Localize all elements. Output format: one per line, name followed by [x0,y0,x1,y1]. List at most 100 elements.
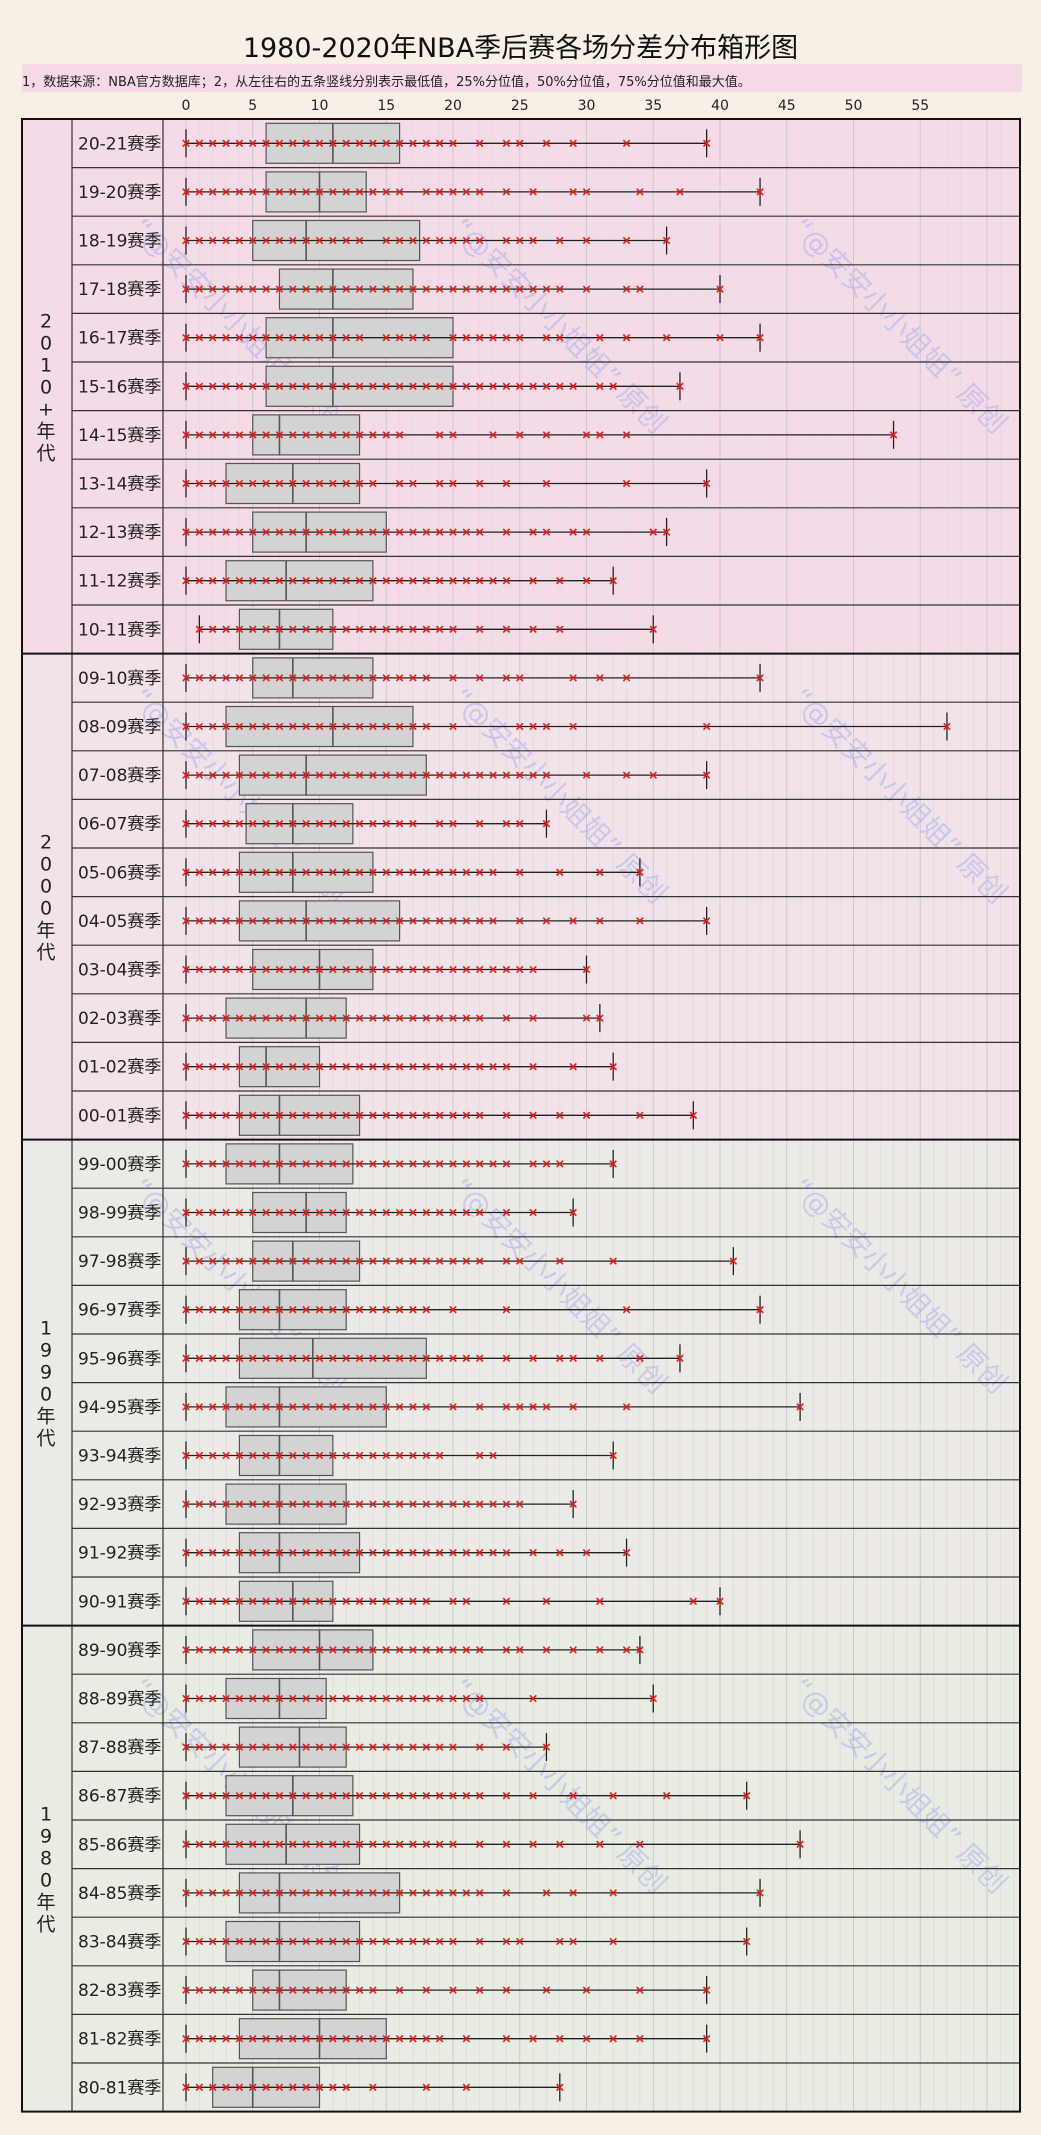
data-point [262,188,270,196]
data-point [422,1208,431,1217]
data-point [235,1646,244,1654]
data-point [662,333,671,342]
data-point [182,965,190,974]
data-point [315,625,324,634]
data-point [355,188,364,196]
data-point [289,625,297,634]
data-point [302,188,310,196]
data-point [355,1354,364,1363]
data-point [702,2034,711,2043]
data-point [636,2034,644,2043]
data-point [355,1305,364,1314]
data-point [302,576,310,585]
data-point [248,1791,257,1800]
season-label: 93-94赛季 [78,1446,161,1467]
data-point [329,431,337,439]
data-point [689,1597,698,1606]
data-point [222,917,230,925]
data-point [315,528,324,536]
data-point [222,236,230,245]
data-point [195,1986,204,1994]
data-point [329,1597,337,1606]
data-point [182,1208,190,1217]
data-point [302,1208,310,1217]
data-point [369,1840,377,1849]
data-point [502,1597,511,1606]
data-point [275,2034,284,2043]
data-point [289,1305,297,1314]
data-point [275,1354,284,1363]
data-point [182,1403,190,1411]
data-point [262,1208,270,1217]
data-point [208,2083,217,2092]
data-point [248,1597,257,1606]
data-point [182,285,190,293]
data-point [382,1889,391,1897]
data-point [542,1986,551,1994]
data-point [609,1791,617,1800]
data-point [662,1791,671,1800]
data-point [289,1111,297,1120]
data-point [462,1500,471,1508]
data-point [248,868,257,877]
data-point [435,1937,444,1946]
season-label: 80-81赛季 [78,2077,161,2098]
data-point [315,333,324,342]
data-point [182,1451,190,1460]
data-point [182,1791,190,1800]
data-point [315,771,324,779]
data-point [502,1354,511,1363]
data-point [556,1354,564,1363]
data-point [502,188,511,196]
data-point [382,1257,391,1265]
data-point [262,1403,270,1411]
data-point [182,1111,190,1120]
data-point [569,139,577,148]
data-point [369,1451,377,1460]
data-point [355,333,364,342]
data-point [208,139,217,148]
data-point [329,333,337,342]
data-point [475,1208,484,1217]
data-point [248,1208,257,1217]
data-point [289,674,297,682]
data-point [369,1160,377,1168]
data-point [235,1014,244,1022]
data-point [302,1694,310,1703]
data-point [449,236,457,245]
data-point [449,771,457,779]
data-point [302,674,310,682]
data-point [622,1646,631,1654]
data-point [342,2083,350,2092]
data-point [542,1160,551,1168]
data-point [235,139,244,148]
data-point [248,236,257,245]
data-point [449,1257,457,1265]
data-point [289,1062,297,1071]
data-point [342,625,350,634]
data-point [315,1160,324,1168]
data-point [422,1354,431,1363]
data-point [195,431,204,439]
data-point [315,1986,324,1994]
data-point [542,431,551,439]
data-point [235,819,244,828]
data-point [222,2034,230,2043]
season-label: 05-06赛季 [78,862,161,883]
data-point [289,1208,297,1217]
season-label: 92-93赛季 [78,1494,161,1515]
data-point [262,771,270,779]
season-label: 11-12赛季 [78,571,161,592]
data-point [275,1694,284,1703]
data-point [315,576,324,585]
data-point [275,1451,284,1460]
data-point [515,139,524,148]
data-point [222,1791,230,1800]
data-point [462,1257,471,1265]
data-point [649,771,658,779]
data-point [449,1937,457,1946]
data-point [489,431,497,439]
data-point [329,1986,337,1994]
data-point [569,382,577,391]
data-point [636,1986,644,1994]
